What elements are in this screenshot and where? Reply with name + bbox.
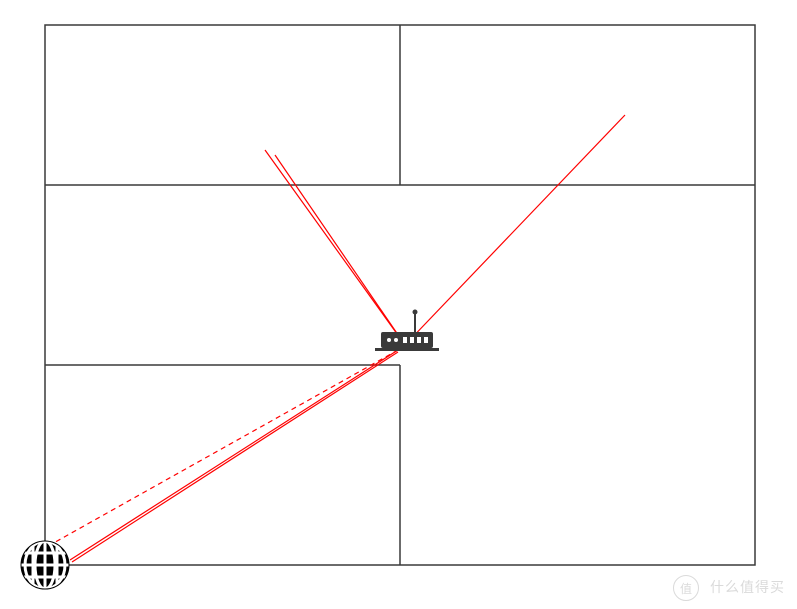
signal-lines-solid	[70, 115, 625, 562]
watermark-badge: 值	[673, 575, 699, 601]
globe-icon	[21, 541, 69, 589]
floorplan-walls	[45, 25, 755, 565]
diagram-canvas	[0, 0, 797, 609]
watermark-badge-text: 值	[680, 580, 692, 597]
signal-lines-dashed	[50, 350, 398, 545]
watermark-text: 什么值得买	[710, 577, 785, 597]
